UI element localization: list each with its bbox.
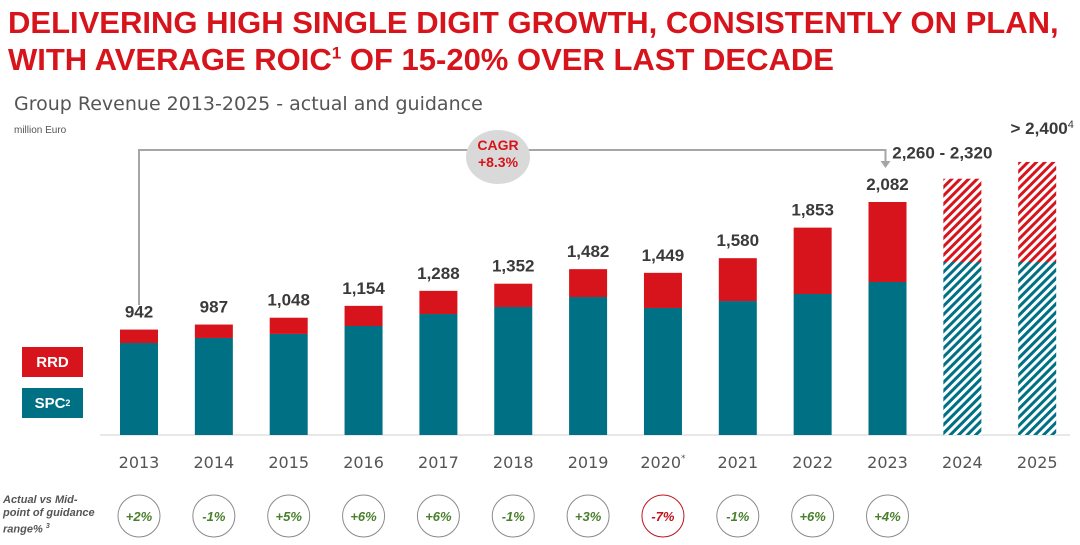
bar-rrd-2014 xyxy=(194,324,233,338)
bar-spc-2014 xyxy=(194,337,233,435)
guidance-circle-2021 xyxy=(716,494,760,538)
total-label-sup: 4 xyxy=(1068,119,1074,131)
bar-spc-2023 xyxy=(868,282,907,435)
total-label-2025: > 2,4004 xyxy=(1011,119,1074,138)
bar-rrd-2025 xyxy=(1018,161,1057,262)
guidance-circle-2018 xyxy=(491,494,535,538)
guidance-label: Actual vs Mid- point of guidance range% … xyxy=(3,494,95,537)
total-label-2013: 942 xyxy=(125,303,153,322)
guidance-circle-2023 xyxy=(866,494,909,538)
cagr-value: +8.3% xyxy=(478,154,519,170)
headline-line2-end: OF 15-20% OVER LAST DECADE xyxy=(341,42,834,77)
bar-spc-2016 xyxy=(344,325,383,435)
total-label-2022: 1,853 xyxy=(791,201,834,220)
guidance-label-3: range% xyxy=(3,523,43,536)
total-label-2015: 1,048 xyxy=(267,291,310,310)
total-label-2014: 987 xyxy=(200,298,228,317)
x-tick-2022: 2022 xyxy=(792,453,833,472)
guidance-value-2019: +3% xyxy=(575,509,602,524)
legend-spc-label: SPC xyxy=(34,394,66,412)
cagr-bubble xyxy=(466,130,530,184)
guidance-circle-2015 xyxy=(267,494,311,538)
x-tick-2023: 2023 xyxy=(867,453,908,472)
bar-spc-2022 xyxy=(793,293,832,435)
guidance-value-2022: +6% xyxy=(799,509,826,524)
guidance-circle-2013 xyxy=(117,494,161,538)
x-tick-2025: 2025 xyxy=(1017,453,1058,472)
guidance-circle-2022 xyxy=(791,494,835,538)
bar-spc-2024 xyxy=(943,261,982,435)
legend-rrd: RRD xyxy=(22,347,83,377)
guidance-label-1: Actual vs Mid- xyxy=(3,494,78,506)
guidance-label-2: point of guidance xyxy=(3,507,95,519)
total-label-2021: 1,580 xyxy=(717,231,760,250)
guidance-value-2020: -7% xyxy=(651,509,675,524)
bar-rrd-2016 xyxy=(344,305,383,326)
total-label-2024: 2,260 - 2,320 xyxy=(892,144,992,163)
guidance-value-2018: -1% xyxy=(502,509,526,524)
cagr-label: CAGR xyxy=(477,137,518,153)
headline: DELIVERING HIGH SINGLE DIGIT GROWTH, CON… xyxy=(8,4,1059,78)
total-label-2019: 1,482 xyxy=(567,242,610,261)
guidance-value-2015: +5% xyxy=(276,509,303,524)
guidance-value-2016: +6% xyxy=(350,509,377,524)
legend-rrd-label: RRD xyxy=(36,353,69,371)
x-tick-2017: 2017 xyxy=(418,453,459,472)
x-tick-2018: 2018 xyxy=(493,453,534,472)
total-label-2020: 1,449 xyxy=(642,246,685,265)
x-tick-2014: 2014 xyxy=(193,453,234,472)
bar-spc-2020 xyxy=(643,307,682,435)
guidance-value-2017: +6% xyxy=(425,509,452,524)
legend-spc: SPC 2 xyxy=(22,388,83,418)
bar-rrd-2021 xyxy=(718,258,757,302)
headline-footnote: 1 xyxy=(331,43,342,63)
x-tick-2016: 2016 xyxy=(343,453,384,472)
headline-line2-text: WITH AVERAGE ROIC xyxy=(8,42,332,77)
x-tick-2019: 2019 xyxy=(568,453,609,472)
x-tick-2015: 2015 xyxy=(268,453,309,472)
x-tick-2013: 2013 xyxy=(119,453,160,472)
cagr-arrow-icon xyxy=(880,161,891,168)
bar-spc-2019 xyxy=(569,297,608,435)
guidance-circle-2014 xyxy=(192,494,236,538)
guidance-circle-2020 xyxy=(641,494,685,538)
guidance-circle-2016 xyxy=(342,494,386,538)
total-label-2017: 1,288 xyxy=(417,264,460,283)
bar-spc-2021 xyxy=(718,301,757,435)
headline-line2: WITH AVERAGE ROIC1 OF 15-20% OVER LAST D… xyxy=(8,41,834,78)
headline-line1: DELIVERING HIGH SINGLE DIGIT GROWTH, CON… xyxy=(8,5,1059,40)
bar-rrd-2023 xyxy=(868,202,907,283)
chart-title: Group Revenue 2013-2025 - actual and gui… xyxy=(14,93,483,115)
bar-spc-2018 xyxy=(494,306,533,435)
bar-rrd-2019 xyxy=(569,269,608,298)
bar-rrd-2020 xyxy=(643,272,682,308)
guidance-value-2021: -1% xyxy=(726,509,750,524)
guidance-label-sup: 3 xyxy=(45,523,50,530)
bar-rrd-2022 xyxy=(793,227,832,294)
total-label-2018: 1,352 xyxy=(492,257,535,276)
bar-rrd-2018 xyxy=(494,283,533,307)
x-tick-2024: 2024 xyxy=(942,453,983,472)
bar-rrd-2017 xyxy=(419,290,458,315)
guidance-value-2023: +4% xyxy=(874,509,901,524)
bar-rrd-2013 xyxy=(120,329,158,344)
bar-spc-2017 xyxy=(419,314,458,435)
x-tick-mark: * xyxy=(681,454,686,464)
legend-spc-sup: 2 xyxy=(65,398,71,408)
bar-rrd-2015 xyxy=(269,317,308,334)
bar-spc-2015 xyxy=(269,333,308,435)
x-tick-2020: 2020* xyxy=(640,453,686,472)
bar-rrd-2024 xyxy=(943,178,982,262)
guidance-value-2014: -1% xyxy=(202,509,226,524)
guidance-circle-2019 xyxy=(566,494,610,538)
x-tick-2021: 2021 xyxy=(717,453,758,472)
unit-label: million Euro xyxy=(14,125,67,136)
guidance-value-2013: +2% xyxy=(126,509,153,524)
total-label-2016: 1,154 xyxy=(342,279,385,298)
guidance-circle-2017 xyxy=(416,494,460,538)
bar-spc-2025 xyxy=(1018,261,1057,435)
bar-spc-2013 xyxy=(120,343,158,435)
total-label-2023: 2,082 xyxy=(866,175,909,194)
